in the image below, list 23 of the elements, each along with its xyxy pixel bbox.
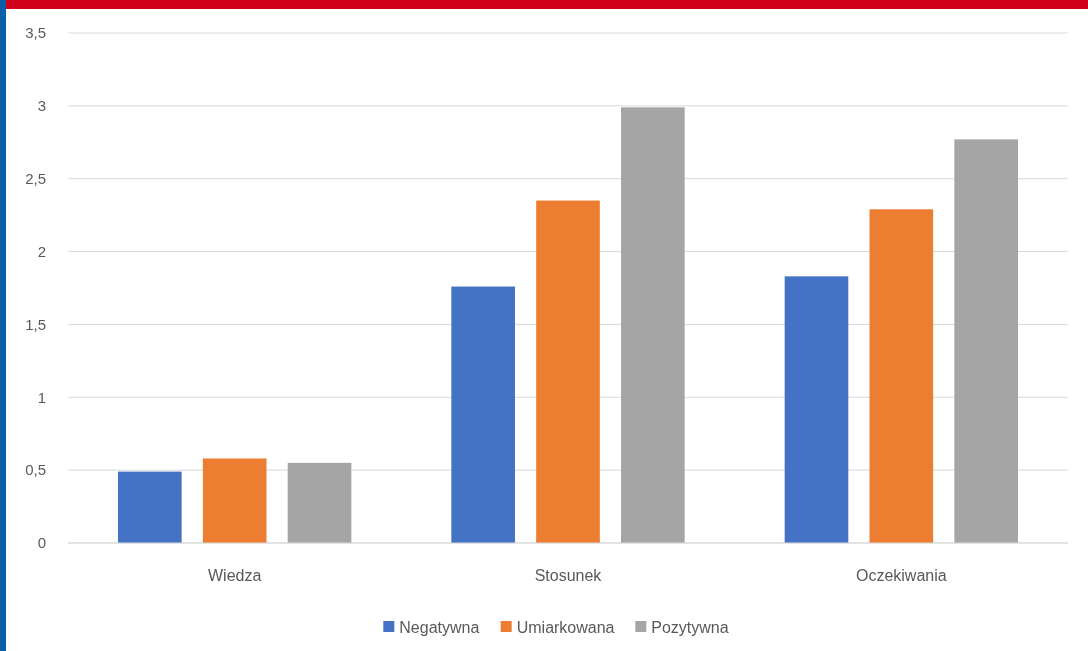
bar — [954, 139, 1018, 543]
x-tick-label: Wiedza — [207, 567, 262, 584]
y-tick-label: 2,5 — [25, 169, 46, 187]
bar — [869, 209, 934, 543]
x-tick-label: Stosunek — [534, 567, 603, 584]
bar — [202, 458, 267, 543]
legend-label: Pozytywna — [651, 618, 729, 636]
legend-label: Umiarkowana — [516, 618, 615, 636]
y-tick-label: 2 — [37, 242, 46, 260]
y-tick-label: 1 — [37, 388, 46, 406]
y-tick-label: 0 — [37, 534, 46, 552]
bar — [536, 200, 600, 543]
y-tick-label: 3 — [37, 97, 46, 115]
legend-label: Negatywna — [399, 618, 480, 636]
bar — [287, 462, 352, 543]
y-tick-label: 1,5 — [25, 315, 46, 333]
bar — [118, 471, 182, 543]
bar — [621, 107, 685, 543]
x-tick-label: Oczekiwania — [855, 567, 947, 584]
bar — [784, 276, 849, 543]
y-tick-label: 0,5 — [25, 461, 46, 479]
bar — [451, 286, 515, 543]
y-tick-label: 3,5 — [25, 24, 46, 42]
